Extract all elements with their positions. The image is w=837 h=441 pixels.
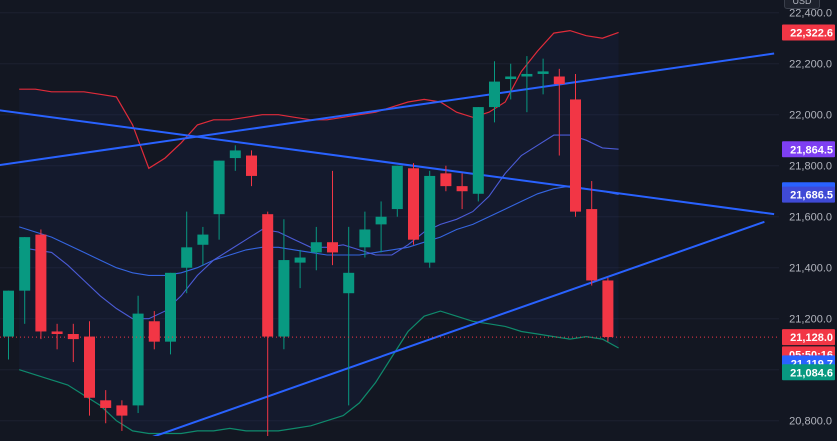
price-axis[interactable]: 22,400.0 22,200.0 22,000.0 21,800.0 21,600.0…: [779, 0, 837, 436]
y-tick-label-8: 20,800.0: [789, 416, 832, 428]
trendline-1[interactable]: [0, 109, 775, 216]
y-tick-label-3: 21,800.0: [789, 161, 832, 173]
y-tick-label-4: 21,600.0: [789, 212, 832, 224]
candle-body-31: [505, 76, 517, 80]
y-tick-label-2: 22,000.0: [789, 110, 832, 122]
candle-body-8: [132, 313, 144, 406]
candle-body-34: [553, 76, 565, 85]
price-tag-4[interactable]: [782, 329, 835, 346]
candle-body-37: [602, 280, 614, 338]
trendline-0[interactable]: [0, 52, 775, 167]
candle-body-6: [100, 400, 112, 408]
price-tag-label-4: 21,128.0: [790, 332, 833, 344]
candle-body-27: [440, 173, 452, 187]
candle-body-25: [408, 168, 419, 240]
candle-body-21: [343, 272, 355, 294]
candle-body-7: [116, 405, 128, 416]
candle-body-35: [570, 99, 581, 212]
slow-average-line: [19, 185, 619, 276]
y-tick-label-0: 22,400.0: [789, 8, 832, 20]
currency-chip[interactable]: USD: [784, 0, 820, 9]
candle-body-23: [375, 216, 387, 225]
candle-body-33: [537, 71, 549, 74]
candle-body-29: [472, 107, 484, 194]
candle-body-10: [165, 272, 176, 342]
candle-body-32: [521, 73, 533, 77]
price-tag-1[interactable]: [782, 141, 835, 158]
candle-body-24: [391, 165, 403, 210]
candle-body-16: [262, 214, 274, 337]
indicator-layer: [0, 12, 779, 435]
candle-body-30: [489, 81, 500, 108]
candle-body-19: [310, 242, 322, 253]
candles-layer: [0, 56, 779, 436]
trendline-2[interactable]: [140, 220, 765, 441]
price-tag-3[interactable]: [782, 186, 835, 203]
candle-body-17: [278, 260, 290, 337]
candle-body-14: [229, 150, 241, 159]
candle-body-1: [19, 237, 31, 291]
y-tick-label-5: 21,400.0: [789, 263, 832, 275]
candle-body-26: [424, 175, 436, 263]
price-tag-label-1: 21,864.5: [790, 144, 833, 156]
price-tag-label-0: 22,322.6: [790, 27, 833, 39]
candle-body-4: [67, 334, 79, 340]
candle-body-3: [51, 331, 63, 335]
y-tick-label-1: 22,200.0: [789, 59, 832, 71]
candle-body-0: [3, 290, 14, 337]
candle-body-36: [586, 209, 598, 281]
candle-body-11: [181, 247, 193, 268]
trendline-layer[interactable]: [0, 52, 775, 441]
candle-body-20: [327, 242, 338, 253]
candle-body-9: [148, 321, 160, 342]
candle-body-15: [246, 155, 257, 176]
price-tag-0[interactable]: [782, 24, 835, 41]
candle-body-13: [213, 160, 225, 215]
price-tag-7[interactable]: [782, 364, 835, 381]
y-tick-label-6: 21,200.0: [789, 314, 832, 326]
candle-body-12: [197, 234, 209, 245]
price-tag-label-7: 21,084.6: [790, 367, 833, 379]
candle-body-28: [456, 186, 468, 192]
band-fill: [19, 30, 619, 434]
candle-body-18: [294, 257, 306, 263]
candle-body-22: [359, 229, 371, 248]
candle-body-5: [84, 336, 95, 398]
price-tag-label-3: 21,686.5: [790, 190, 833, 202]
lower-band-line: [19, 310, 619, 435]
candle-body-2: [35, 234, 47, 332]
